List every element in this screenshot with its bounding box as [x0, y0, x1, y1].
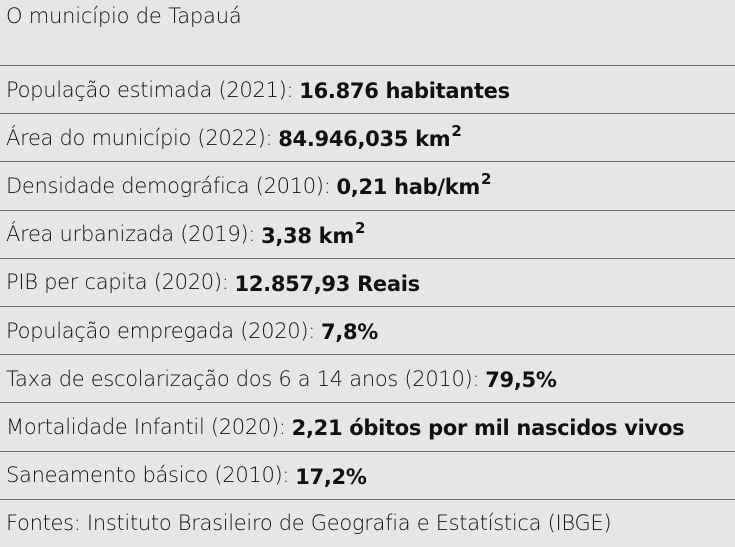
- stat-row-employment: População empregada (2020): 7,8%: [0, 305, 735, 354]
- stat-row-infant-mortality: Mortalidade Infantil (2020): 2,21 óbitos…: [0, 402, 735, 450]
- stats-list: População estimada (2021): 16.876 habita…: [0, 65, 735, 547]
- stat-label: Mortalidade Infantil (2020):: [6, 414, 286, 439]
- stat-label: Taxa de escolarização dos 6 a 14 anos (2…: [6, 366, 480, 391]
- stat-value: 0,21 hab/km2: [336, 170, 492, 200]
- stat-row-population: População estimada (2021): 16.876 habita…: [0, 65, 735, 113]
- stat-row-gdp: PIB per capita (2020): 12.857,93 Reais: [0, 257, 735, 306]
- stat-row-density: Densidade demográfica (2010): 0,21 hab/k…: [0, 161, 735, 209]
- stat-label: População empregada (2020):: [6, 318, 315, 343]
- stat-value: 7,8%: [321, 320, 379, 345]
- stat-label: Densidade demográfica (2010):: [6, 173, 331, 198]
- stat-value: 3,38 km2: [261, 218, 366, 248]
- stat-label: Área do município (2022):: [6, 125, 273, 150]
- stat-value: 12.857,93 Reais: [234, 271, 421, 296]
- stat-row-schooling: Taxa de escolarização dos 6 a 14 anos (2…: [0, 354, 735, 402]
- stat-label: Saneamento básico (2010):: [6, 463, 290, 488]
- card-title: O município de Tapauá: [6, 4, 242, 28]
- stat-label: Área urbanizada (2019):: [6, 222, 256, 247]
- source-text: Fontes: Instituto Brasileiro de Geografi…: [6, 511, 612, 536]
- stat-label: População estimada (2021):: [6, 77, 294, 102]
- stat-value: 2,21 óbitos por mil nascidos vivos: [291, 416, 685, 441]
- stat-row-urbanized-area: Área urbanizada (2019): 3,38 km2: [0, 209, 735, 258]
- stat-value: 84.946,035 km2: [278, 122, 462, 152]
- stat-value: 16.876 habitantes: [299, 79, 510, 104]
- stat-value: 79,5%: [485, 368, 557, 393]
- stat-label: PIB per capita (2020):: [6, 270, 229, 295]
- source-row: Fontes: Instituto Brasileiro de Geografi…: [0, 498, 735, 547]
- stat-row-sanitation: Saneamento básico (2010): 17,2%: [0, 450, 735, 499]
- stat-row-area: Área do município (2022): 84.946,035 km2: [0, 113, 735, 161]
- stat-value: 17,2%: [295, 464, 367, 489]
